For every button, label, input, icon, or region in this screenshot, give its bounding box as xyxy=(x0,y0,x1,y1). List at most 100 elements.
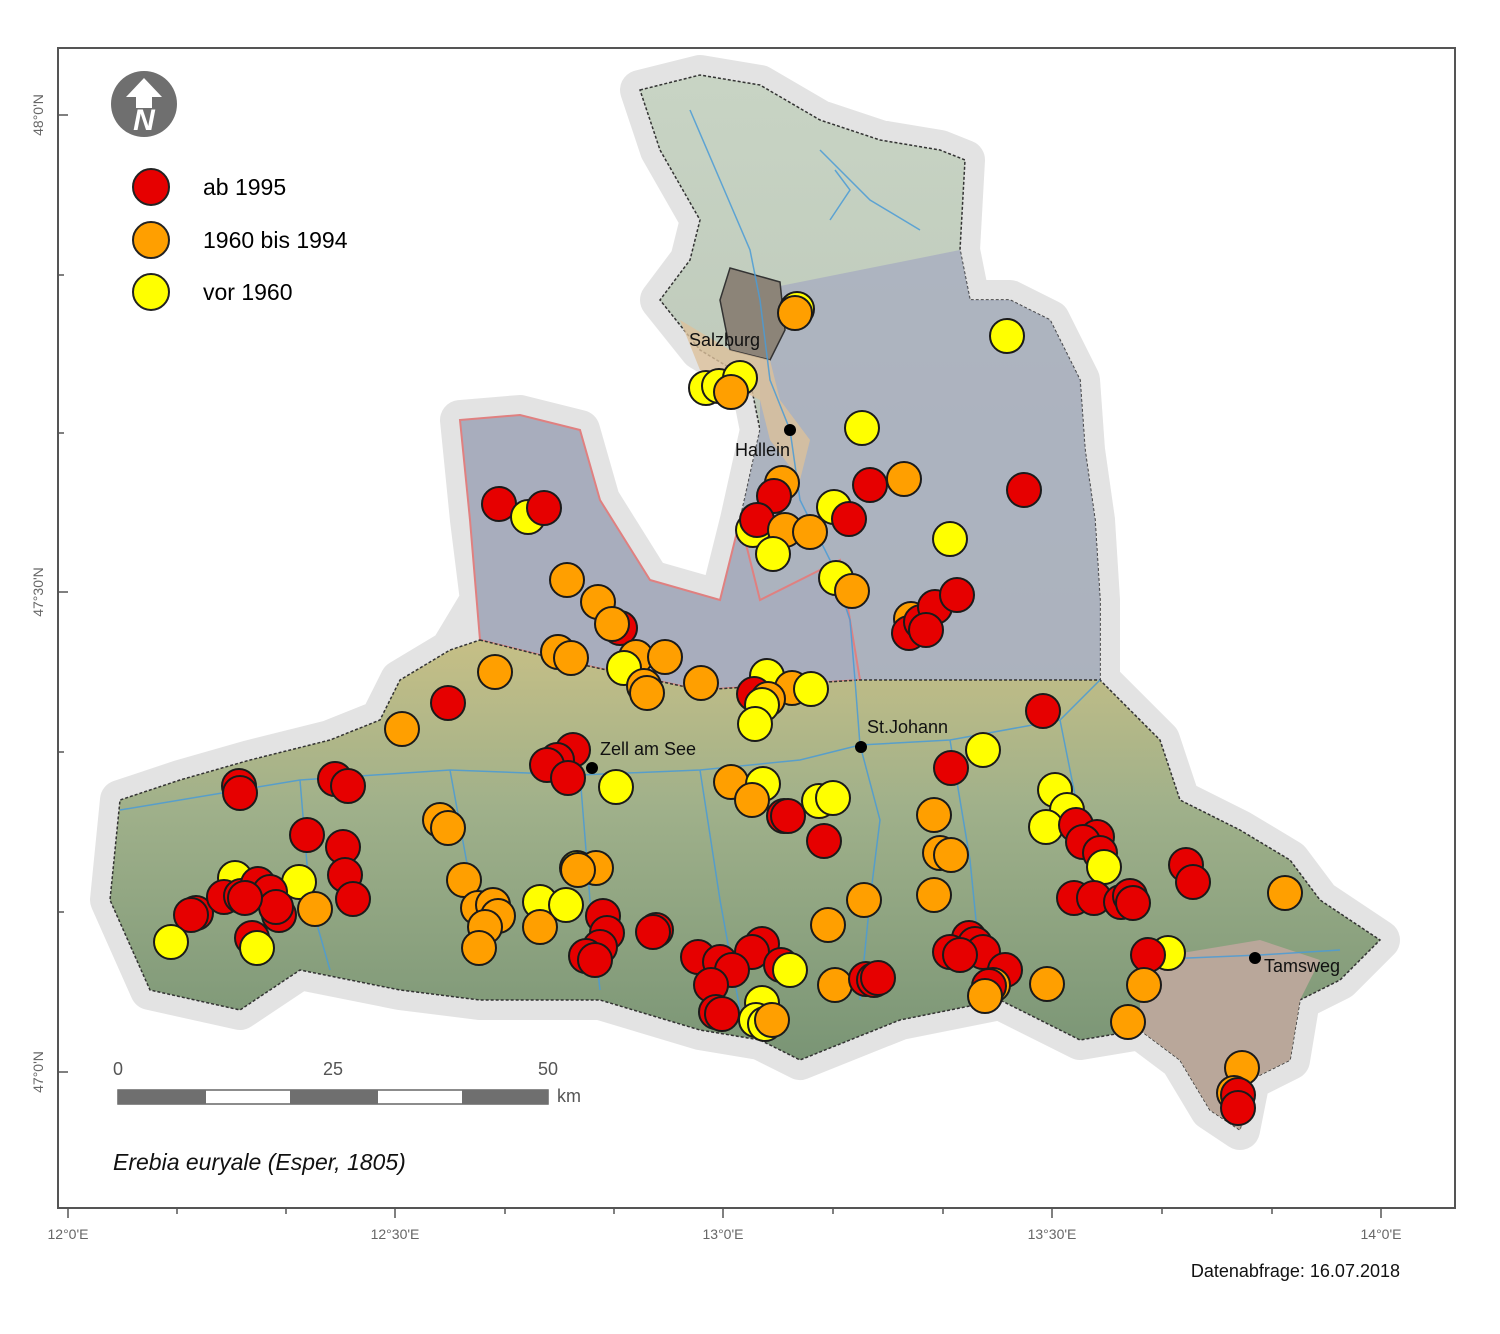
scale-unit: km xyxy=(557,1086,581,1106)
record-marker xyxy=(852,467,888,503)
record-marker xyxy=(713,374,749,410)
record-marker xyxy=(933,750,969,786)
record-marker xyxy=(817,967,853,1003)
record-marker xyxy=(384,711,420,747)
legend: ab 1995 1960 bis 1994 vor 1960 xyxy=(132,168,348,311)
record-marker xyxy=(967,978,1003,1014)
record-marker xyxy=(258,889,294,925)
record-marker xyxy=(222,775,258,811)
record-marker xyxy=(806,823,842,859)
record-marker xyxy=(792,514,828,550)
record-marker xyxy=(886,461,922,497)
province-south xyxy=(109,639,1382,1132)
record-marker xyxy=(704,996,740,1032)
record-marker xyxy=(430,810,466,846)
latitude-labels: 48°0'N 47°30'N 47°0'N xyxy=(30,94,46,1093)
record-marker xyxy=(594,606,630,642)
record-marker xyxy=(560,852,596,888)
province-shape xyxy=(90,55,1400,1150)
scale-tick-50: 50 xyxy=(538,1059,558,1079)
record-marker xyxy=(553,640,589,676)
record-marker xyxy=(755,536,791,572)
record-marker xyxy=(846,882,882,918)
latitude-label: 48°0'N xyxy=(30,94,46,136)
record-marker xyxy=(1028,809,1064,845)
record-marker xyxy=(297,891,333,927)
record-marker xyxy=(239,930,275,966)
record-marker xyxy=(477,654,513,690)
record-marker xyxy=(942,937,978,973)
record-marker xyxy=(549,562,585,598)
longitude-label: 12°30'E xyxy=(371,1226,420,1242)
town-markers: Salzburg Hallein St.Johann Zell am See T… xyxy=(586,330,1340,976)
record-marker xyxy=(289,817,325,853)
record-marker xyxy=(629,675,665,711)
record-marker xyxy=(844,410,880,446)
town-dot-st-johann xyxy=(855,741,867,753)
record-marker xyxy=(647,639,683,675)
record-marker xyxy=(737,706,773,742)
record-marker xyxy=(916,877,952,913)
record-marker xyxy=(860,960,896,996)
town-dot-zell-am-see xyxy=(586,762,598,774)
province-tennengau-flachgau-mid xyxy=(740,250,1100,680)
record-marker xyxy=(933,837,969,873)
legend-swatch-ab-1995 xyxy=(132,168,170,206)
record-marker xyxy=(683,665,719,701)
record-marker xyxy=(173,897,209,933)
species-title: Erebia euryale (Esper, 1805) xyxy=(113,1149,406,1175)
record-marker xyxy=(548,887,584,923)
record-marker xyxy=(330,768,366,804)
record-marker xyxy=(734,782,770,818)
record-marker xyxy=(1110,1004,1146,1040)
record-marker xyxy=(834,573,870,609)
record-marker xyxy=(932,521,968,557)
record-marker xyxy=(939,577,975,613)
record-marker xyxy=(989,318,1025,354)
record-marker xyxy=(916,797,952,833)
record-marker xyxy=(1130,937,1166,973)
record-marker xyxy=(227,880,263,916)
legend-swatch-vor-1960 xyxy=(132,273,170,311)
record-marker xyxy=(965,732,1001,768)
legend-swatch-1960-bis-1994 xyxy=(132,221,170,259)
latitude-label: 47°30'N xyxy=(30,567,46,617)
record-marker xyxy=(754,1002,790,1038)
record-marker xyxy=(831,501,867,537)
record-marker xyxy=(777,295,813,331)
record-marker xyxy=(908,612,944,648)
occurrence-records xyxy=(153,291,1303,1126)
record-marker xyxy=(635,914,671,950)
town-label-st-johann: St.Johann xyxy=(867,717,948,737)
record-marker xyxy=(598,769,634,805)
record-marker xyxy=(153,924,189,960)
scale-tick-25: 25 xyxy=(323,1059,343,1079)
record-marker xyxy=(522,909,558,945)
scale-tick-0: 0 xyxy=(113,1059,123,1079)
scale-bar: 0 25 50 km xyxy=(113,1059,581,1106)
town-dot-tamsweg xyxy=(1249,952,1261,964)
record-marker xyxy=(1029,966,1065,1002)
legend-label-ab-1995: ab 1995 xyxy=(203,174,286,200)
record-marker xyxy=(1267,875,1303,911)
town-label-tamsweg: Tamsweg xyxy=(1264,956,1340,976)
query-date: Datenabfrage: 16.07.2018 xyxy=(1191,1261,1400,1281)
record-marker xyxy=(577,942,613,978)
longitude-label: 13°0'E xyxy=(703,1226,744,1242)
record-marker xyxy=(550,760,586,796)
town-label-salzburg: Salzburg xyxy=(689,330,760,350)
town-label-hallein: Hallein xyxy=(735,440,790,460)
graticule-ticks xyxy=(58,114,1382,1218)
record-marker xyxy=(526,490,562,526)
longitude-label: 14°0'E xyxy=(1361,1226,1402,1242)
record-marker xyxy=(1175,864,1211,900)
north-arrow-icon: N xyxy=(111,71,177,137)
record-marker xyxy=(335,881,371,917)
longitude-labels: 12°0'E 12°30'E 13°0'E 13°30'E 14°0'E xyxy=(48,1226,1402,1242)
record-marker xyxy=(1025,693,1061,729)
record-marker xyxy=(810,907,846,943)
record-marker xyxy=(430,685,466,721)
longitude-label: 12°0'E xyxy=(48,1226,89,1242)
province-lungau xyxy=(1140,940,1320,1130)
